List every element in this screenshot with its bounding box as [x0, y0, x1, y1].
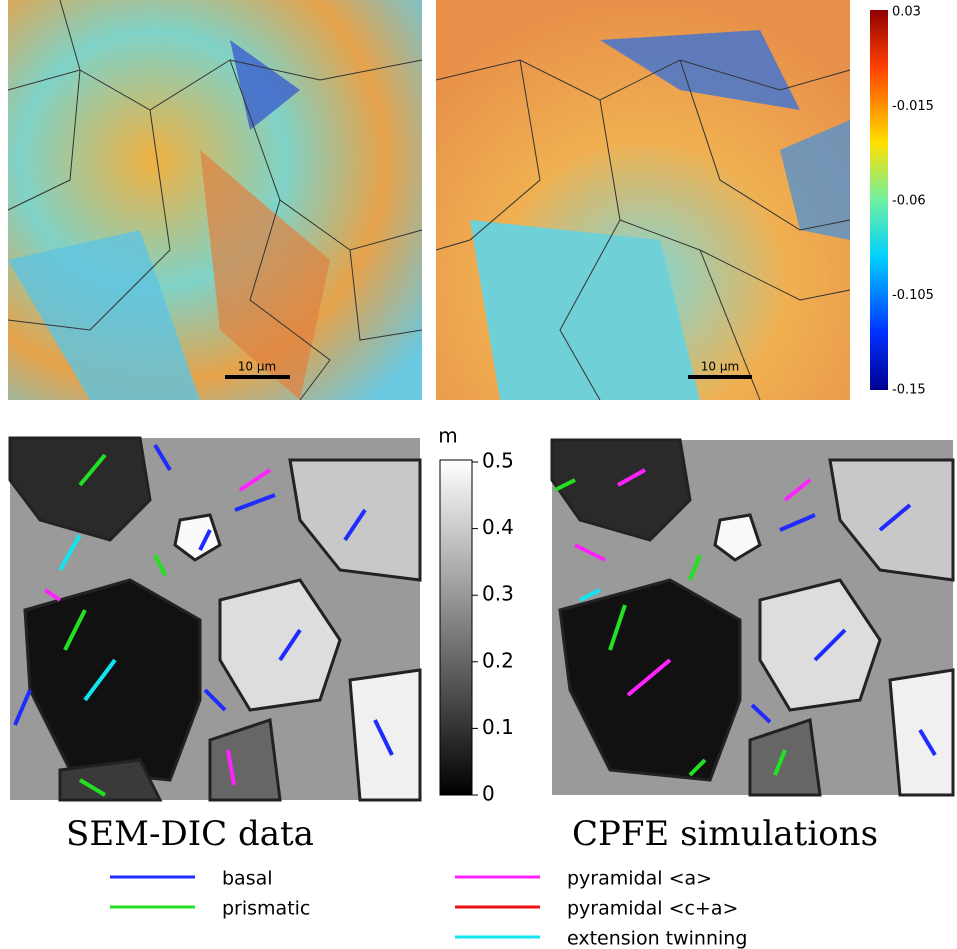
slip-trace: [238, 468, 272, 492]
slip-trace: [373, 719, 394, 756]
colorbar-tick-label: 0: [482, 782, 495, 806]
slip-trace: [153, 443, 172, 472]
slip-trace: [234, 493, 276, 512]
slip-trace: [63, 609, 87, 651]
caption: CPFE simulations: [572, 814, 878, 854]
slip-trace: [198, 529, 212, 551]
schmid-map-dic: [8, 436, 422, 802]
slip-trace: [608, 604, 627, 651]
slip-trace: [58, 534, 82, 571]
slip-trace: [78, 453, 107, 487]
colorbar-tick-label: 0.5: [482, 449, 514, 473]
strain-map-cpfe: [435, 0, 851, 401]
colorbar-tick-label: 0.03: [892, 5, 921, 20]
slip-trace: [83, 658, 117, 702]
legend-label: pyramidal <a>: [567, 868, 712, 890]
caption: SEM-DIC data: [66, 814, 314, 854]
slip-trace: [43, 588, 62, 602]
legend-label: prismatic: [222, 898, 310, 920]
colorbar-tick-label: 0.1: [482, 715, 514, 739]
slip-trace: [153, 554, 167, 576]
legend-label: extension twinning: [567, 928, 747, 949]
slip-trace: [783, 478, 812, 502]
slip-trace: [813, 628, 847, 662]
slip-trace: [343, 508, 367, 542]
colorbar-tick-label: 0.2: [482, 648, 514, 672]
slip-trace: [554, 478, 576, 492]
colorbar-tick-label: -0.06: [892, 194, 926, 209]
slip-trace: [226, 749, 236, 786]
slip-trace: [878, 503, 912, 532]
schmid-map-cpfe: [550, 438, 955, 797]
colorbar-label: m: [438, 424, 457, 448]
slip-trace: [278, 628, 302, 662]
slip-trace: [688, 554, 702, 581]
slip-trace: [574, 543, 606, 562]
schmid-colorbar: [439, 459, 473, 796]
slip-trace: [13, 689, 32, 726]
strain-colorbar: [870, 10, 888, 390]
slip-trace: [203, 688, 227, 712]
slip-trace: [688, 758, 707, 777]
legend-label: basal: [222, 868, 273, 890]
colorbar-tick-label: -0.015: [892, 99, 934, 114]
colorbar-tick-label: -0.105: [892, 288, 934, 303]
slip-trace: [773, 749, 787, 776]
slip-trace: [78, 778, 107, 797]
slip-trace: [626, 658, 672, 697]
colorbar-tick-label: 0.4: [482, 515, 514, 539]
slip-trace: [918, 728, 937, 757]
slip-trace: [750, 703, 772, 724]
slip-trace: [617, 468, 646, 487]
slip-trace: [779, 513, 816, 532]
legend-label: pyramidal <c+a>: [567, 898, 738, 920]
slip-trace: [579, 588, 601, 602]
colorbar-tick-label: 0.3: [482, 582, 514, 606]
scale-bar-label: 10 µm: [701, 360, 739, 374]
colorbar-tick-label: -0.15: [892, 383, 926, 398]
strain-map-dic: [7, 0, 423, 401]
scale-bar-label: 10 µm: [238, 360, 276, 374]
